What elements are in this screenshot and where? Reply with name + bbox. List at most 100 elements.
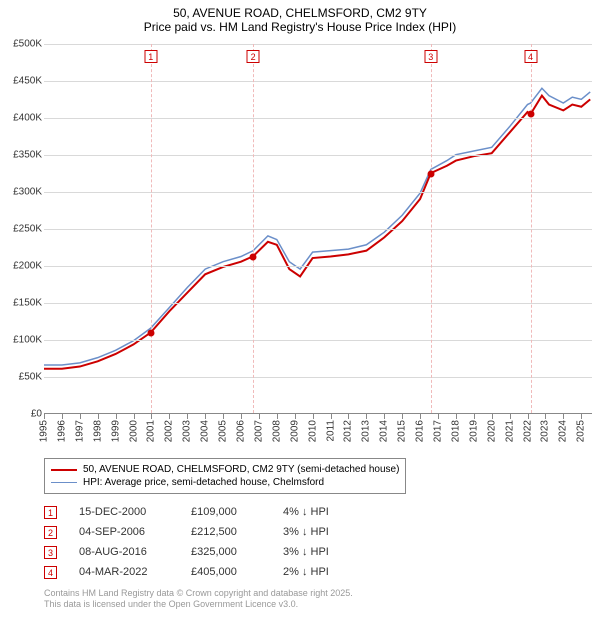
x-tick [277, 414, 278, 419]
gridline [44, 303, 592, 304]
x-tick [134, 414, 135, 419]
plot-area: £0£50K£100K£150K£200K£250K£300K£350K£400… [44, 44, 592, 414]
x-tick [98, 414, 99, 419]
transaction-price: £109,000 [191, 506, 261, 518]
x-axis-label: 1996 [56, 420, 67, 442]
x-tick [438, 414, 439, 419]
transaction-diff: 2% ↓ HPI [283, 566, 373, 578]
x-axis-label: 2013 [361, 420, 372, 442]
transaction-row: 204-SEP-2006£212,5003% ↓ HPI [44, 522, 373, 542]
legend-item: HPI: Average price, semi-detached house,… [51, 476, 399, 489]
transaction-number: 4 [44, 566, 57, 579]
transaction-diff: 3% ↓ HPI [283, 546, 373, 558]
x-axis-label: 2025 [576, 420, 587, 442]
marker-line [531, 44, 532, 413]
y-axis-label: £200K [2, 261, 42, 272]
y-axis-label: £350K [2, 150, 42, 161]
gridline [44, 192, 592, 193]
y-axis-label: £50K [2, 372, 42, 383]
legend: 50, AVENUE ROAD, CHELMSFORD, CM2 9TY (se… [44, 458, 406, 494]
legend-label: HPI: Average price, semi-detached house,… [83, 477, 324, 488]
x-axis-label: 2006 [235, 420, 246, 442]
legend-swatch [51, 469, 77, 471]
gridline [44, 340, 592, 341]
x-axis-label: 2021 [504, 420, 515, 442]
marker-number-box: 1 [144, 50, 157, 63]
x-tick [187, 414, 188, 419]
gridline [44, 81, 592, 82]
footer-attribution: Contains HM Land Registry data © Crown c… [44, 588, 353, 611]
transaction-row: 308-AUG-2016£325,0003% ↓ HPI [44, 542, 373, 562]
transaction-table: 1 15-DEC-2000 £109,000 4% ↓ HPI 2 04-SEP-2006… [44, 502, 373, 582]
x-tick [474, 414, 475, 419]
marker-line [431, 44, 432, 413]
transaction-number: 2 [44, 526, 57, 539]
x-axis-label: 2019 [468, 420, 479, 442]
transaction-row: 1 15-DEC-2000 £109,000 4% ↓ HPI [44, 502, 373, 522]
transaction-row: 404-MAR-2022£405,0002% ↓ HPI [44, 562, 373, 582]
x-axis-label: 2002 [164, 420, 175, 442]
title-line-2: Price paid vs. HM Land Registry's House … [0, 20, 600, 34]
y-axis-label: £400K [2, 113, 42, 124]
x-axis-label: 1999 [110, 420, 121, 442]
x-axis-label: 2010 [307, 420, 318, 442]
x-axis-label: 2001 [146, 420, 157, 442]
gridline [44, 118, 592, 119]
x-tick [295, 414, 296, 419]
footer-line: Contains HM Land Registry data © Crown c… [44, 588, 353, 599]
transaction-number: 1 [44, 506, 57, 519]
marker-number-box: 3 [424, 50, 437, 63]
x-tick [492, 414, 493, 419]
x-tick [169, 414, 170, 419]
transaction-date: 15-DEC-2000 [79, 506, 169, 518]
y-axis-label: £0 [2, 409, 42, 420]
transaction-date: 04-SEP-2006 [79, 526, 169, 538]
x-axis-label: 2018 [450, 420, 461, 442]
x-axis-label: 2011 [325, 420, 336, 442]
legend-item: 50, AVENUE ROAD, CHELMSFORD, CM2 9TY (se… [51, 463, 399, 476]
chart-container: 50, AVENUE ROAD, CHELMSFORD, CM2 9TY Pri… [0, 0, 600, 35]
x-axis-label: 2015 [397, 420, 408, 442]
x-tick [151, 414, 152, 419]
x-axis-label: 2024 [558, 420, 569, 442]
x-tick [44, 414, 45, 419]
y-axis-label: £450K [2, 76, 42, 87]
transaction-number: 3 [44, 546, 57, 559]
gridline [44, 44, 592, 45]
series-line-hpi [44, 88, 590, 365]
x-tick [420, 414, 421, 419]
transaction-diff: 4% ↓ HPI [283, 506, 373, 518]
legend-swatch [51, 482, 77, 483]
transaction-date: 04-MAR-2022 [79, 566, 169, 578]
x-axis-label: 1998 [92, 420, 103, 442]
x-axis-label: 2020 [486, 420, 497, 442]
x-axis-label: 2016 [415, 420, 426, 442]
x-axis-label: 1997 [74, 420, 85, 442]
marker-line [253, 44, 254, 413]
x-axis-label: 2012 [343, 420, 354, 442]
x-tick [205, 414, 206, 419]
transaction-price: £325,000 [191, 546, 261, 558]
y-axis-label: £100K [2, 335, 42, 346]
gridline [44, 155, 592, 156]
x-axis-label: 2005 [218, 420, 229, 442]
x-axis-label: 2009 [289, 420, 300, 442]
x-axis-label: 2008 [271, 420, 282, 442]
x-tick [402, 414, 403, 419]
footer-line: This data is licensed under the Open Gov… [44, 599, 353, 610]
gridline [44, 229, 592, 230]
x-tick [80, 414, 81, 419]
x-tick [528, 414, 529, 419]
marker-dot [527, 111, 534, 118]
x-axis-label: 2000 [128, 420, 139, 442]
y-axis-label: £500K [2, 39, 42, 50]
x-tick [581, 414, 582, 419]
x-tick [259, 414, 260, 419]
x-tick [510, 414, 511, 419]
chart-title: 50, AVENUE ROAD, CHELMSFORD, CM2 9TY Pri… [0, 0, 600, 35]
y-axis-label: £300K [2, 187, 42, 198]
x-tick [331, 414, 332, 419]
x-tick [223, 414, 224, 419]
x-axis: 1995199619971998199920002001200220032004… [44, 414, 592, 456]
x-tick [313, 414, 314, 419]
